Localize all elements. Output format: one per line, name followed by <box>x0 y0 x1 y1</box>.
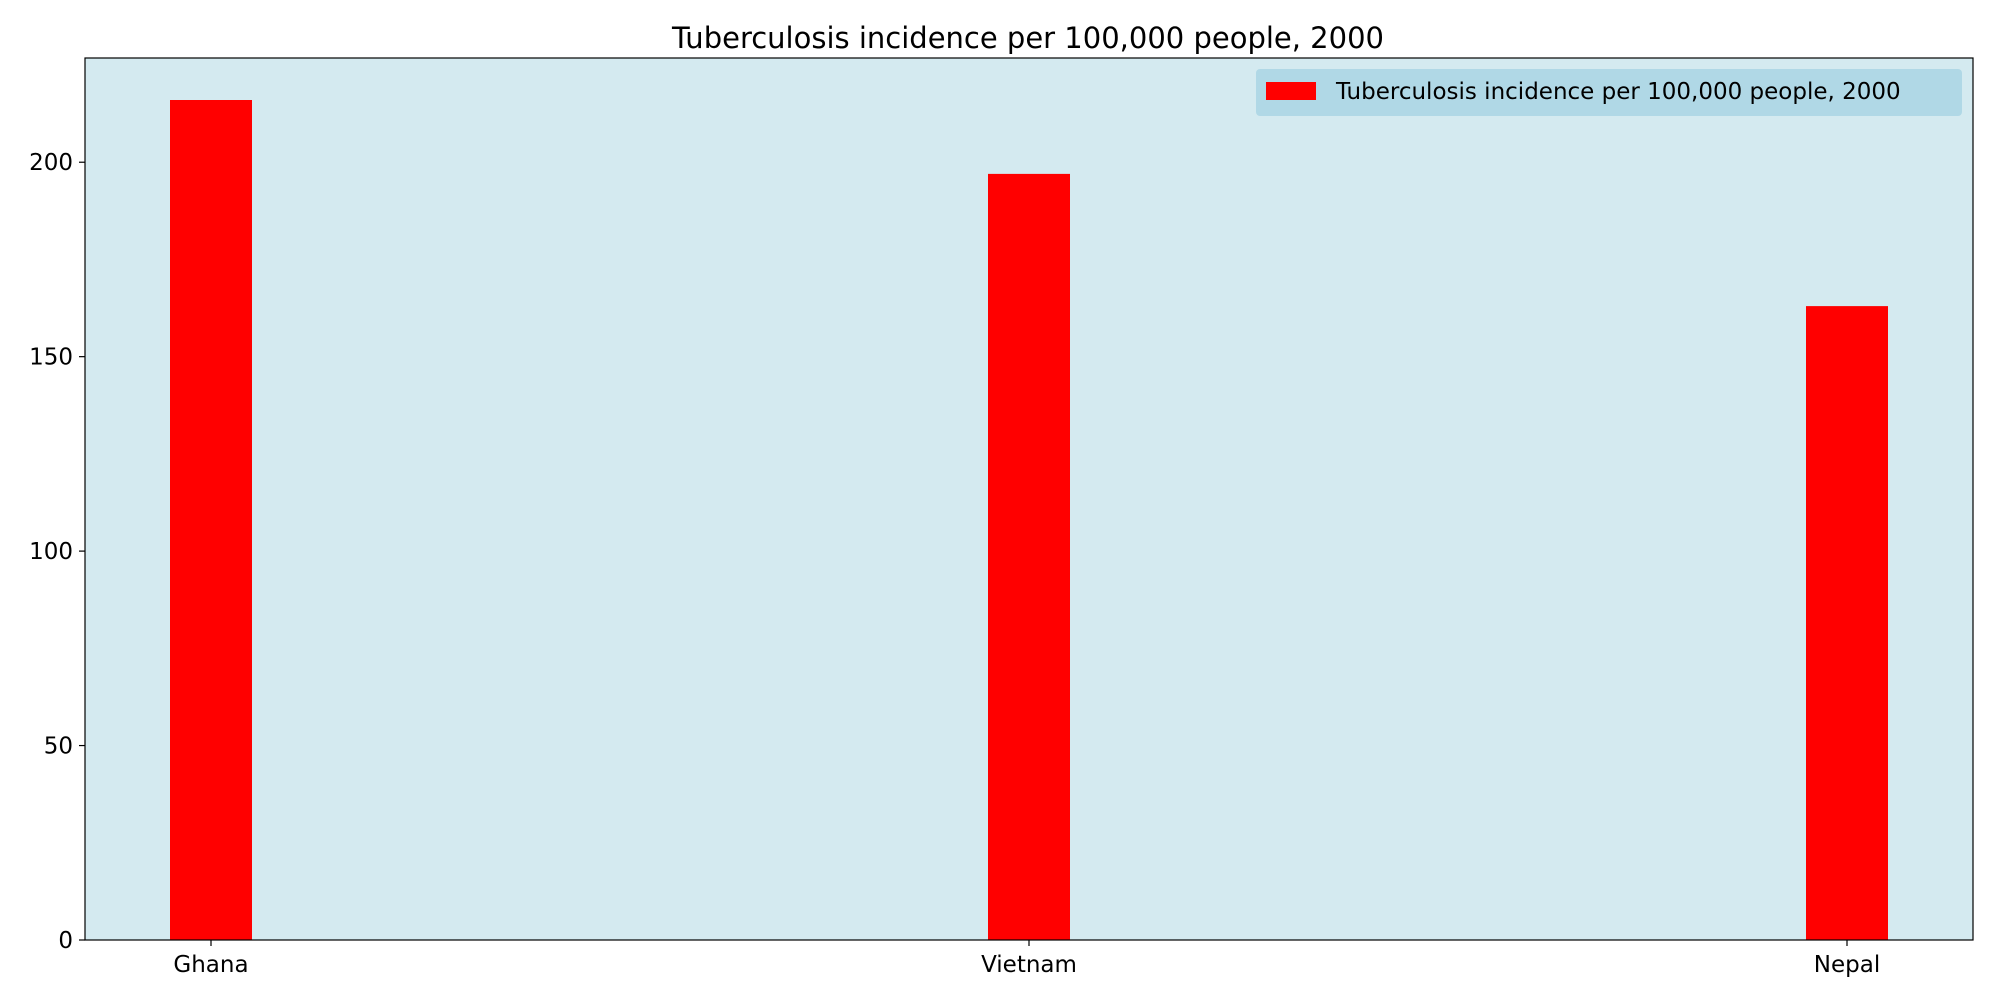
y-tick-label: 200 <box>29 150 73 176</box>
chart-title: Tuberculosis incidence per 100,000 peopl… <box>671 21 1384 55</box>
bar-nepal <box>1806 306 1888 941</box>
plot-frame <box>84 57 1974 941</box>
y-tick-label: 100 <box>29 539 73 565</box>
legend-box <box>1256 69 1962 116</box>
y-tick-label: 50 <box>44 734 73 760</box>
legend-label: Tuberculosis incidence per 100,000 peopl… <box>1335 79 1901 105</box>
legend: Tuberculosis incidence per 100,000 peopl… <box>1256 69 1962 116</box>
y-tick-label: 150 <box>29 345 73 371</box>
x-tick-label: Nepal <box>1814 952 1880 978</box>
bar-ghana <box>170 100 252 940</box>
x-axis-ticks: Ghana Vietnam Nepal <box>173 940 1880 978</box>
x-tick-label: Vietnam <box>981 952 1077 978</box>
y-axis-ticks: 0 50 100 150 200 <box>29 150 85 954</box>
bar-vietnam <box>988 173 1070 940</box>
x-tick-label: Ghana <box>173 952 248 978</box>
y-tick-label: 0 <box>58 928 73 954</box>
legend-swatch <box>1266 82 1316 100</box>
bars <box>170 100 1888 941</box>
